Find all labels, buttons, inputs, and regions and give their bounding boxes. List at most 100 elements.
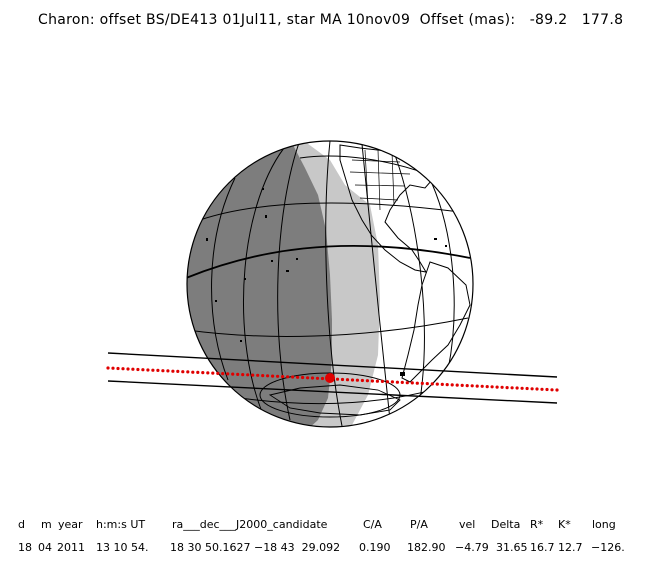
track-dot bbox=[296, 375, 300, 379]
track-dot bbox=[530, 387, 534, 391]
track-dot bbox=[385, 380, 389, 384]
track-dot bbox=[106, 366, 110, 370]
track-dot bbox=[236, 372, 240, 376]
track-dot bbox=[196, 370, 200, 374]
track-dot bbox=[430, 382, 434, 386]
south-america-coast bbox=[401, 261, 471, 383]
track-dot bbox=[306, 376, 310, 380]
track-dot bbox=[465, 384, 469, 388]
track-dot bbox=[365, 379, 369, 383]
track-dot bbox=[525, 386, 529, 391]
track-dot bbox=[251, 373, 255, 377]
closest-approach-marker bbox=[325, 373, 335, 383]
track-dot bbox=[241, 373, 245, 377]
track-dot bbox=[470, 384, 474, 388]
track-dot bbox=[146, 368, 150, 372]
track-dot bbox=[231, 372, 235, 376]
track-dot bbox=[320, 376, 325, 381]
track-dot bbox=[206, 371, 210, 375]
track-dot bbox=[440, 382, 444, 386]
track-dot bbox=[360, 378, 364, 383]
offset-x: -89.2 bbox=[529, 12, 568, 28]
track-dot bbox=[271, 374, 275, 378]
track-dot bbox=[480, 384, 484, 388]
track-dot bbox=[121, 367, 125, 371]
antarctica-coast bbox=[268, 384, 401, 416]
globe-icon bbox=[187, 141, 473, 427]
track-dot bbox=[221, 372, 225, 376]
track-dot bbox=[490, 385, 494, 389]
track-dot bbox=[181, 370, 185, 374]
track-dot bbox=[335, 377, 340, 381]
track-dot bbox=[455, 383, 459, 387]
occultation-track bbox=[106, 366, 559, 392]
track-dot bbox=[151, 368, 155, 372]
track-dot bbox=[291, 375, 295, 379]
track-dot bbox=[510, 386, 514, 390]
track-dot bbox=[211, 371, 215, 375]
track-dot bbox=[176, 369, 180, 373]
state-borders bbox=[349, 149, 411, 211]
track-dot bbox=[425, 382, 429, 386]
track-dot bbox=[350, 378, 355, 382]
track-dot bbox=[520, 386, 524, 390]
track-dot bbox=[550, 388, 554, 392]
equator bbox=[187, 244, 471, 279]
track-dot bbox=[370, 379, 374, 383]
track-dot bbox=[156, 368, 160, 372]
track-dot bbox=[395, 380, 399, 384]
track-dot bbox=[340, 377, 345, 382]
track-dot bbox=[420, 381, 424, 385]
track-dot bbox=[261, 374, 265, 378]
track-dot bbox=[495, 385, 499, 389]
track-dot bbox=[315, 376, 320, 380]
track-dot bbox=[141, 368, 145, 372]
track-dot bbox=[266, 374, 270, 378]
track-dot bbox=[281, 375, 285, 379]
globe-outline bbox=[186, 140, 474, 428]
track-dot bbox=[390, 380, 394, 384]
track-dot bbox=[555, 388, 559, 392]
track-dot bbox=[186, 370, 190, 374]
track-dot bbox=[345, 378, 350, 382]
shadow-north-limit bbox=[107, 352, 558, 378]
track-dot bbox=[161, 369, 165, 373]
track-dot bbox=[171, 369, 175, 373]
track-dot bbox=[111, 366, 115, 370]
track-dot bbox=[301, 375, 305, 380]
track-dot bbox=[126, 367, 130, 371]
track-dot bbox=[375, 379, 379, 383]
shadow-south-limit bbox=[107, 380, 558, 404]
track-dot bbox=[475, 384, 479, 388]
track-dot bbox=[226, 372, 230, 376]
track-dot bbox=[256, 373, 260, 377]
track-dot bbox=[405, 381, 409, 385]
track-dot bbox=[545, 387, 549, 392]
track-dot bbox=[380, 379, 384, 383]
offset-y: 177.8 bbox=[581, 12, 624, 28]
track-dot bbox=[515, 386, 519, 390]
track-dot bbox=[540, 387, 544, 391]
track-dot bbox=[485, 385, 489, 389]
track-dot bbox=[500, 385, 504, 389]
track-dot bbox=[216, 371, 220, 375]
track-dot bbox=[191, 370, 195, 374]
track-dot bbox=[400, 380, 404, 384]
track-dot bbox=[136, 367, 140, 372]
track-dot bbox=[286, 375, 290, 379]
track-dot bbox=[166, 369, 170, 373]
title-text: Charon: offset BS/DE413 01Jul11, star MA… bbox=[38, 12, 516, 28]
track-dot bbox=[460, 383, 464, 387]
track-dot bbox=[505, 386, 509, 390]
track-dot bbox=[116, 366, 120, 371]
track-dot bbox=[276, 374, 280, 378]
track-dot bbox=[435, 382, 439, 386]
track-dot bbox=[410, 381, 414, 385]
track-dot bbox=[131, 367, 135, 371]
islands bbox=[206, 188, 447, 376]
track-dot bbox=[310, 376, 315, 380]
track-dot bbox=[415, 381, 419, 385]
plot-title: Charon: offset BS/DE413 01Jul11, star MA… bbox=[38, 12, 623, 28]
track-dot bbox=[246, 373, 250, 377]
